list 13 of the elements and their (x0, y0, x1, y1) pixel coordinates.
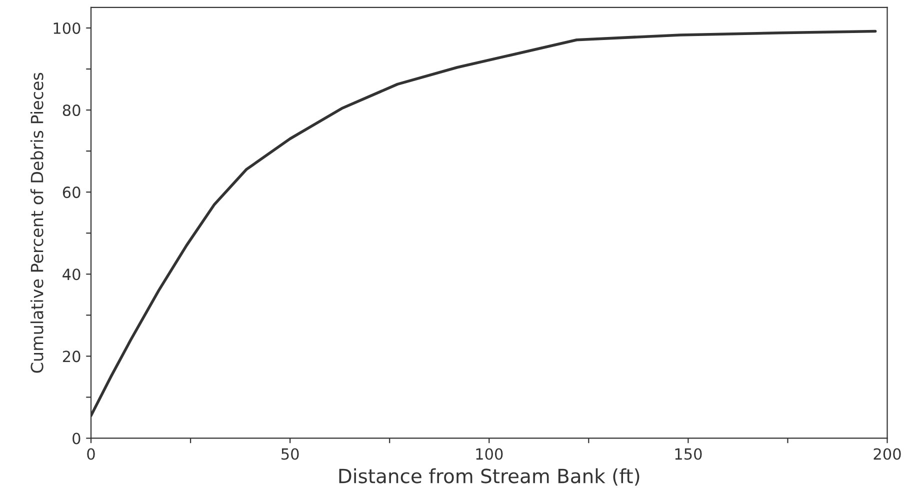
y-tick-label: 100 (54, 22, 80, 34)
x-tick-label: 50 (282, 448, 299, 460)
y-tick-label: 40 (62, 268, 80, 280)
x-tick-label: 0 (87, 448, 95, 460)
y-axis-title: Cumulative Percent of Debris Pieces (30, 72, 44, 373)
y-tick-label: 0 (72, 432, 80, 444)
x-axis-title: Distance from Stream Bank (ft) (339, 468, 640, 486)
x-tick-label: 200 (874, 448, 901, 460)
y-tick-label: 20 (62, 350, 80, 362)
x-tick-label: 150 (675, 448, 702, 460)
y-tick-label: 80 (62, 104, 80, 116)
y-tick-label: 60 (62, 186, 80, 198)
x-tick-label: 100 (476, 448, 503, 460)
